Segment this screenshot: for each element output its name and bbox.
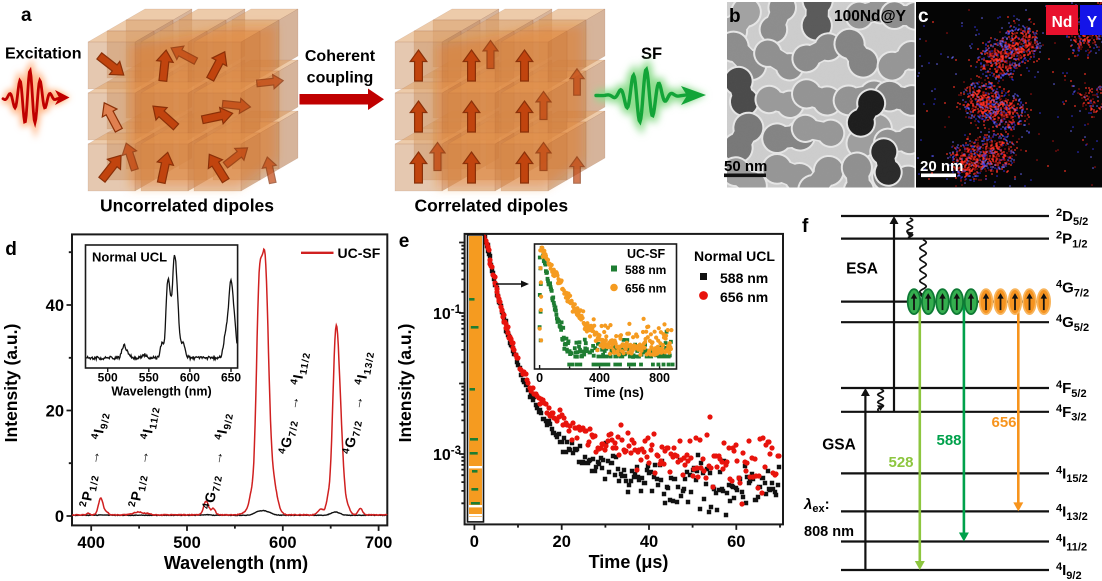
svg-text:Nd: Nd	[1052, 14, 1073, 31]
svg-text:a: a	[21, 5, 32, 26]
svg-text:550: 550	[139, 371, 159, 385]
svg-text:100Nd@Y: 100Nd@Y	[834, 8, 907, 25]
svg-text:4G7/2: 4G7/2	[1056, 279, 1089, 300]
svg-text:600: 600	[269, 534, 297, 552]
svg-text:656: 656	[991, 414, 1016, 431]
svg-text:20: 20	[553, 533, 571, 551]
svg-text:UC-SF: UC-SF	[338, 245, 381, 261]
svg-text:0: 0	[55, 508, 64, 526]
svg-text:f: f	[802, 216, 809, 237]
svg-text:40: 40	[46, 297, 64, 315]
svg-text:Normal UCL: Normal UCL	[92, 250, 167, 265]
svg-text:4G7/2 → 4I13/2: 4G7/2 → 4I13/2	[340, 349, 377, 456]
svg-text:coupling: coupling	[307, 70, 374, 87]
svg-text:528: 528	[888, 454, 913, 471]
svg-text:Intensity (a.u.): Intensity (a.u.)	[1, 324, 21, 443]
svg-text:20: 20	[46, 402, 64, 420]
svg-text:4I13/2: 4I13/2	[1056, 502, 1088, 523]
svg-text:50 nm: 50 nm	[724, 158, 767, 175]
svg-text:656 nm: 656 nm	[625, 282, 666, 296]
svg-text:Wavelength (nm): Wavelength (nm)	[111, 385, 211, 399]
svg-text:Correlated dipoles: Correlated dipoles	[414, 196, 568, 216]
svg-text:60: 60	[727, 533, 745, 551]
svg-text:Wavelength (nm): Wavelength (nm)	[164, 553, 308, 573]
svg-text:4F5/2: 4F5/2	[1056, 379, 1087, 400]
svg-text:600: 600	[180, 371, 200, 385]
svg-text:Uncorrelated dipoles: Uncorrelated dipoles	[100, 196, 274, 216]
svg-text:2P1/2 → 4I11/2: 2P1/2 → 4I11/2	[126, 404, 163, 509]
svg-text:λex:: λex:	[803, 496, 830, 515]
svg-text:0: 0	[536, 371, 543, 385]
svg-text:4F3/2: 4F3/2	[1056, 403, 1087, 424]
svg-text:b: b	[729, 6, 741, 27]
svg-text:e: e	[399, 231, 410, 252]
svg-text:588 nm: 588 nm	[720, 270, 768, 286]
svg-text:400: 400	[589, 371, 610, 385]
svg-text:Coherent: Coherent	[305, 48, 376, 65]
svg-text:800: 800	[649, 371, 670, 385]
svg-text:500: 500	[98, 371, 118, 385]
svg-text:Y: Y	[1087, 14, 1098, 31]
svg-text:UC-SF: UC-SF	[627, 247, 666, 261]
svg-text:2P1/2 → 4I9/2: 2P1/2 → 4I9/2	[77, 410, 113, 509]
svg-text:c: c	[918, 6, 929, 27]
svg-text:4G7/2 → 4I9/2: 4G7/2 → 4I9/2	[200, 411, 236, 511]
svg-text:650: 650	[221, 371, 241, 385]
svg-text:Normal UCL: Normal UCL	[694, 248, 775, 264]
svg-text:4I9/2: 4I9/2	[1056, 561, 1082, 581]
svg-text:4I15/2: 4I15/2	[1056, 464, 1088, 485]
svg-text:ESA: ESA	[846, 261, 878, 278]
svg-text:Excitation: Excitation	[5, 46, 81, 63]
svg-text:588: 588	[936, 432, 961, 449]
svg-text:4I11/2: 4I11/2	[1056, 533, 1087, 554]
svg-text:0: 0	[470, 533, 479, 551]
svg-text:GSA: GSA	[822, 437, 856, 454]
svg-text:Time (μs): Time (μs)	[589, 552, 669, 572]
svg-text:2P1/2: 2P1/2	[1056, 230, 1087, 251]
svg-text:2D5/2: 2D5/2	[1056, 207, 1088, 228]
svg-text:40: 40	[640, 533, 658, 551]
svg-text:Intensity (a.u.): Intensity (a.u.)	[395, 324, 415, 443]
svg-text:d: d	[5, 239, 17, 260]
svg-text:500: 500	[173, 534, 201, 552]
svg-text:656 nm: 656 nm	[720, 289, 768, 305]
svg-text:700: 700	[365, 534, 393, 552]
svg-text:SF: SF	[641, 45, 662, 63]
svg-text:808 nm: 808 nm	[804, 524, 854, 540]
svg-text:400: 400	[77, 534, 105, 552]
svg-text:588 nm: 588 nm	[625, 263, 666, 277]
svg-text:4G7/2 → 4I11/2: 4G7/2 → 4I11/2	[276, 350, 313, 456]
svg-text:4G5/2: 4G5/2	[1056, 313, 1089, 334]
svg-text:Time (ns): Time (ns)	[584, 385, 644, 400]
svg-text:20 nm: 20 nm	[920, 158, 963, 175]
